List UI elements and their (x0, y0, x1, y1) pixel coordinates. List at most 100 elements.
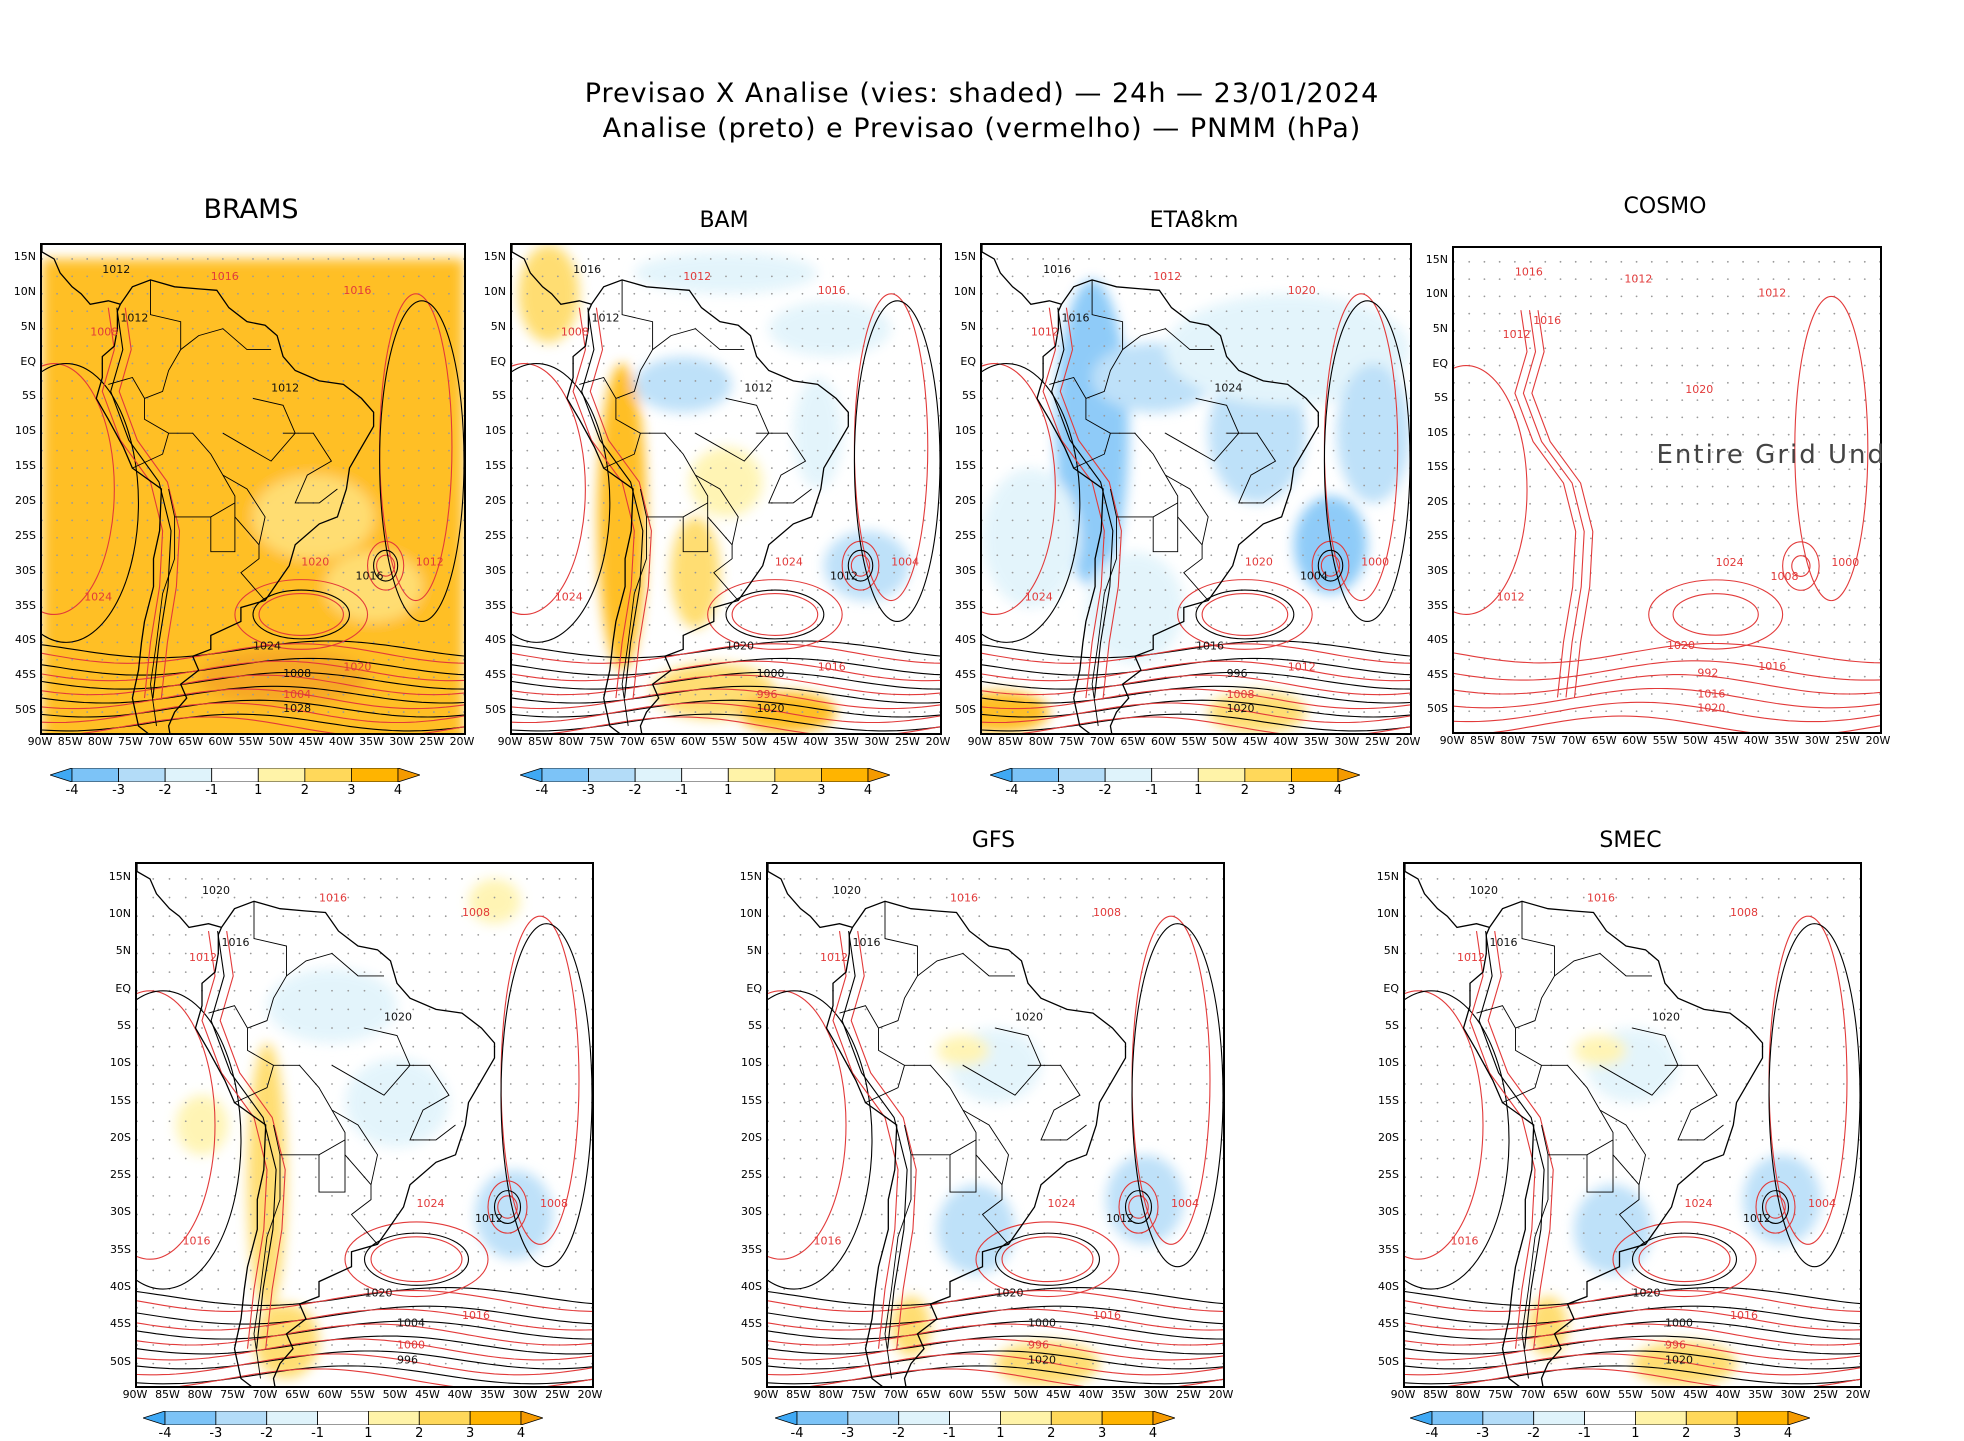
panel-title-gfs: GFS (766, 828, 1221, 853)
contour-label: 996 (1028, 1339, 1049, 1352)
lat-tick-label: 5S (0, 389, 36, 402)
lon-tick-label: 20W (1388, 735, 1428, 748)
lat-tick-label: 5N (940, 320, 976, 333)
bias-shading (1529, 1028, 1822, 1386)
contour-label: 1016 (211, 270, 239, 283)
contour-label: 1024 (84, 591, 112, 604)
contour-label: 1016 (853, 936, 881, 949)
colorbar-smec (1410, 1411, 1810, 1425)
bias-blob (634, 357, 732, 413)
lat-tick-label: 40S (1363, 1280, 1399, 1293)
colorbar-eta (990, 768, 1360, 782)
contour-label: 1012 (1758, 286, 1786, 299)
colorbar-label: -4 (783, 1426, 811, 1441)
lat-tick-label: 25S (1363, 1168, 1399, 1181)
colorbar-swatch (1059, 768, 1106, 782)
lat-tick-label: 5S (470, 389, 506, 402)
lat-tick-label: 40S (940, 633, 976, 646)
lat-tick-label: EQ (0, 355, 36, 368)
lat-tick-label: 25S (726, 1168, 762, 1181)
colorbar-label: 4 (384, 783, 412, 798)
lat-tick-label: 25S (0, 529, 36, 542)
lat-tick-label: 10S (1363, 1056, 1399, 1069)
contour-label: 1016 (950, 891, 978, 904)
lat-tick-label: 40S (0, 633, 36, 646)
contour-label: 992 (1697, 667, 1718, 680)
lat-tick-label: 5N (726, 944, 762, 957)
colorbar-swatch (635, 768, 682, 782)
colorbar-gfs (775, 1411, 1175, 1425)
colorbar-swatch (589, 768, 636, 782)
colorbar-label: -1 (668, 783, 696, 798)
contour-label: 1008 (540, 1197, 568, 1210)
lat-tick-label: 15S (95, 1094, 131, 1107)
contour-label: 1024 (1685, 1197, 1713, 1210)
contour-label: 1012 (1497, 591, 1525, 604)
contour-label: 1016 (1515, 266, 1543, 279)
contour-label: 1012 (1624, 273, 1652, 286)
lat-tick-label: 45S (940, 668, 976, 681)
contour-label: 1012 (591, 312, 619, 325)
contour-label: 1012 (1153, 270, 1181, 283)
contour-label: 1012 (120, 312, 148, 325)
colorbar-label: -3 (1045, 783, 1073, 798)
contour-label: 1016 (319, 891, 347, 904)
lat-tick-label: 35S (470, 599, 506, 612)
colorbar-label: 2 (405, 1426, 433, 1441)
colorbar-swatch (848, 1411, 899, 1425)
lat-tick-label: 5N (1412, 322, 1448, 335)
map-canvas-eta: 1016101210081020101610121024102010161012… (982, 245, 1410, 733)
colorbar-swatch (398, 768, 420, 782)
contour-label: 1012 (1665, 864, 1693, 867)
lat-tick-label: 25S (470, 529, 506, 542)
contour-label: 1004 (1171, 1197, 1199, 1210)
lon-tick-label: 20W (1201, 1388, 1241, 1401)
contour-label: 1020 (757, 245, 785, 248)
bias-blob (982, 691, 1049, 733)
colorbar-swatch (119, 768, 166, 782)
lat-tick-label: EQ (1412, 357, 1448, 370)
bias-blob (1574, 1036, 1626, 1066)
colorbar-label: 4 (854, 783, 882, 798)
lat-tick-label: 15N (1363, 870, 1399, 883)
panel-title-eta: ETA8km (980, 208, 1408, 233)
lon-tick-label: 20W (442, 735, 482, 748)
bias-blob (267, 968, 397, 1043)
colorbar-label: 4 (1774, 1426, 1802, 1441)
colorbar-swatch (1153, 1411, 1175, 1425)
colorbar-label: 4 (1139, 1426, 1167, 1441)
contour-label: 1024 (1025, 591, 1053, 604)
contour-label: 1000 (1831, 556, 1859, 569)
panel-title-cosmo: COSMO (1452, 194, 1878, 219)
contour-label: 1016 (355, 570, 383, 583)
contour-label: 1024 (417, 1197, 445, 1210)
lat-tick-label: 5S (940, 389, 976, 402)
panel-title-brams: BRAMS (40, 194, 462, 225)
lat-tick-label: 40S (470, 633, 506, 646)
colorbar-label: -1 (1571, 1426, 1599, 1441)
map-wrf: 1020101610121008101610121020102410201016… (135, 862, 594, 1388)
lon-tick-label: 20W (1838, 1388, 1878, 1401)
contour-label: 1016 (1730, 1309, 1758, 1322)
contour-label: 1020 (1227, 702, 1255, 715)
lat-tick-label: 5N (0, 320, 36, 333)
colorbar-swatch (1585, 1411, 1636, 1425)
lat-tick-label: 30S (1412, 564, 1448, 577)
colorbar-label: -3 (202, 1426, 230, 1441)
colorbar-swatch (50, 768, 72, 782)
contour-label: 1012 (820, 951, 848, 964)
contour-labels: 1016101210081012101610121020102410201016… (1497, 248, 1860, 714)
contour-label: 1008 (1093, 906, 1121, 919)
lat-tick-label: 40S (726, 1280, 762, 1293)
colorbar-swatch (775, 1411, 797, 1425)
colorbar-swatch (1000, 1411, 1051, 1425)
lat-tick-label: 15S (0, 459, 36, 472)
contour-label: 1000 (757, 667, 785, 680)
colorbar-label: 3 (807, 783, 835, 798)
lat-tick-label: 25S (940, 529, 976, 542)
lat-tick-label: 15N (470, 250, 506, 263)
contour-label: 996 (397, 1354, 418, 1367)
colorbar-swatch (258, 768, 305, 782)
contour-label: 1016 (1490, 936, 1518, 949)
contour-label: 1020 (996, 1287, 1024, 1300)
